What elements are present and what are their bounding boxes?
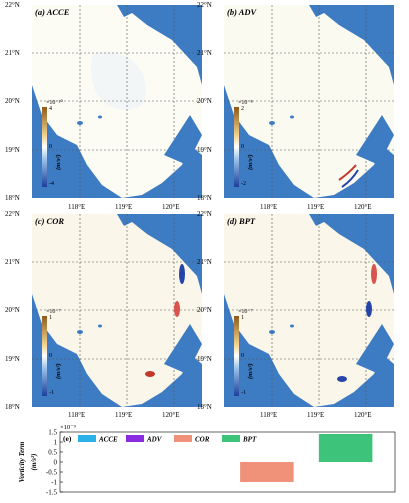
cbar-mid: 0 [49,353,52,359]
cbar-scale: ×10⁻⁸ [238,99,253,106]
map-panel-bpt: (d) BPT ×10⁻⁷ 1 0 -1 (m/s²) [224,214,394,407]
legend-swatch-bpt [222,435,240,442]
y-tick-label: -1.5 [46,489,58,497]
cbar-scale: ×10⁻⁷ [46,308,61,315]
lat-tick: 22°N [5,1,20,9]
lat-tick: 19°N [197,146,212,154]
y-tick-label: -0.5 [46,469,58,477]
map-panel-adv: (b) ADV ×10⁻⁸ 2 0 -2 (m/s²) [224,5,394,198]
lat-tick: 21°N [5,49,20,57]
legend-label-bpt: BPT [242,436,257,444]
lon-tick: 120°E [354,203,372,211]
lat-tick: 18°N [5,403,20,411]
map-panel-cor: (c) COR ×10⁻⁷ 1 0 -1 (m/s²) [32,214,202,407]
lon-tick: 118°E [68,203,85,211]
panel-label: (b) ADV [227,7,256,17]
legend-swatch-cor [174,435,192,442]
lat-tick: 19°N [5,355,20,363]
lat-tick: 18°N [197,403,212,411]
legend-label-cor: COR [195,436,210,444]
lat-tick: 18°N [197,194,212,202]
lon-tick: 118°E [260,203,277,211]
panel-label: (d) BPT [227,216,255,226]
lon-tick: 120°E [162,203,180,211]
panel-label: (a) ACCE [35,7,69,17]
lat-tick: 20°N [197,97,212,105]
bar-chart-svg: 1.5 1 0.5 0 -0.5 -1 -1.5 ×10⁻⁹ Vorticity Term (m/… [0,420,409,498]
legend-label-adv: ADV [146,436,163,444]
cbar-max: 1 [241,315,244,321]
lon-tick: 119°E [307,411,324,419]
lon-tick: 118°E [260,411,277,419]
y-tick-label: 0.5 [48,449,57,457]
lon-tick: 119°E [115,411,132,419]
cbar-min: -1 [241,390,246,396]
y-tick-label: -1 [51,479,57,487]
panel-label: (c) COR [35,216,64,226]
cbar-unit: (m/s²) [247,154,254,170]
lat-tick: 20°N [5,306,20,314]
cbar-scale: ×10⁻¹⁰ [46,99,63,106]
legend-label-acce: ACCE [98,436,118,444]
lon-tick: 119°E [307,203,324,211]
cbar-unit: (m/s²) [55,363,62,379]
legend-swatch-adv [126,435,144,442]
bar-bpt [319,434,373,462]
bar-cor [240,462,294,482]
lon-tick: 120°E [162,411,180,419]
cbar-mid: 0 [241,144,244,150]
cbar-mid: 0 [49,144,52,150]
lat-tick: 22°N [197,210,212,218]
lat-tick: 22°N [5,210,20,218]
lon-tick: 118°E [68,411,85,419]
cbar-scale: ×10⁻⁷ [238,308,253,315]
cbar-min: -2 [241,181,246,187]
lat-tick: 20°N [5,97,20,105]
y-tick-label: 1 [54,439,58,447]
map-panel-acce: (a) ACCE ×10⁻¹⁰ 4 0 -4 (m/s²) [32,5,202,198]
cbar-unit: (m/s²) [55,154,62,170]
lat-tick: 19°N [5,146,20,154]
cbar-min: -4 [49,181,54,187]
lat-tick: 22°N [197,1,212,9]
cbar-max: 1 [49,315,52,321]
lon-tick: 120°E [354,411,372,419]
panel-label: (e) [63,434,72,443]
lat-tick: 21°N [197,258,212,266]
lat-tick: 21°N [5,258,20,266]
y-tick-label: 1.5 [48,429,57,437]
lat-tick: 18°N [5,194,20,202]
cbar-max: 2 [241,106,244,112]
cbar-mid: 0 [241,353,244,359]
y-axis-unit: (m/s²) [30,454,38,471]
legend-swatch-acce [78,435,96,442]
y-axis-label: Vorticity Term [18,441,26,482]
cbar-max: 4 [49,106,52,112]
lat-tick: 19°N [197,355,212,363]
lon-tick: 119°E [115,203,132,211]
y-tick-label: 0 [54,459,58,467]
lat-tick: 21°N [197,49,212,57]
vorticity-bar-chart: 1.5 1 0.5 0 -0.5 -1 -1.5 ×10⁻⁹ Vorticity Term (m/… [0,420,409,498]
y-scale-label: ×10⁻⁹ [60,424,77,431]
lat-tick: 20°N [197,306,212,314]
cbar-unit: (m/s²) [247,363,254,379]
cbar-min: -1 [49,390,54,396]
